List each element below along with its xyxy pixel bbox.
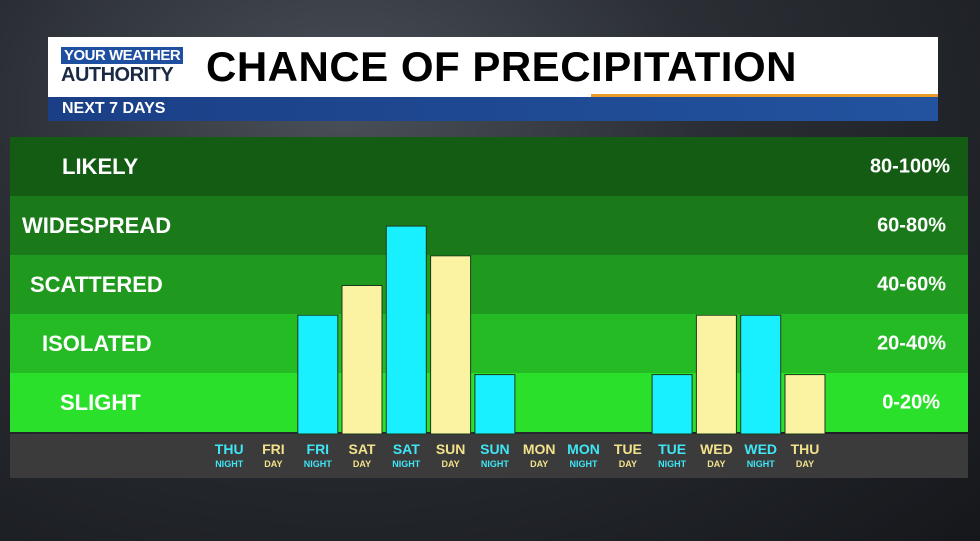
band-range: 80-100% [869, 155, 950, 177]
band-label: SCATTERED [30, 271, 163, 297]
header-banner: YOUR WEATHER AUTHORITY CHANCE OF PRECIPI… [48, 37, 938, 97]
band-scattered: SCATTERED 40-60% [10, 255, 968, 314]
page-title: CHANCE OF PRECIPITATION [206, 43, 797, 90]
band-range: 20-40% [877, 332, 946, 354]
band-range: 60-80% [877, 214, 946, 236]
band-range: 0-20% [882, 391, 940, 413]
band-label: SLIGHT [60, 389, 141, 415]
logo-line-1: YOUR WEATHER [61, 47, 184, 64]
station-logo: YOUR WEATHER AUTHORITY [61, 47, 191, 87]
band-label: ISOLATED [42, 330, 152, 356]
band-slight: SLIGHT 0-20% [10, 373, 968, 432]
band-label: LIKELY [62, 153, 139, 179]
band-likely: LIKELY 80-100% [10, 137, 968, 196]
page-subtitle: NEXT 7 DAYS [62, 100, 166, 117]
accent-line [591, 94, 938, 97]
band-range: 40-60% [877, 273, 946, 295]
band-label: WIDESPREAD [22, 212, 172, 238]
likelihood-bands: LIKELY 80-100% WIDESPREAD 60-80% SCATTER… [10, 137, 968, 432]
band-isolated: ISOLATED 20-40% [10, 314, 968, 373]
x-axis-bar [10, 434, 968, 478]
logo-line-2: AUTHORITY [61, 64, 174, 86]
band-widespread: WIDESPREAD 60-80% [10, 196, 968, 255]
subtitle-bar: NEXT 7 DAYS [48, 97, 938, 121]
